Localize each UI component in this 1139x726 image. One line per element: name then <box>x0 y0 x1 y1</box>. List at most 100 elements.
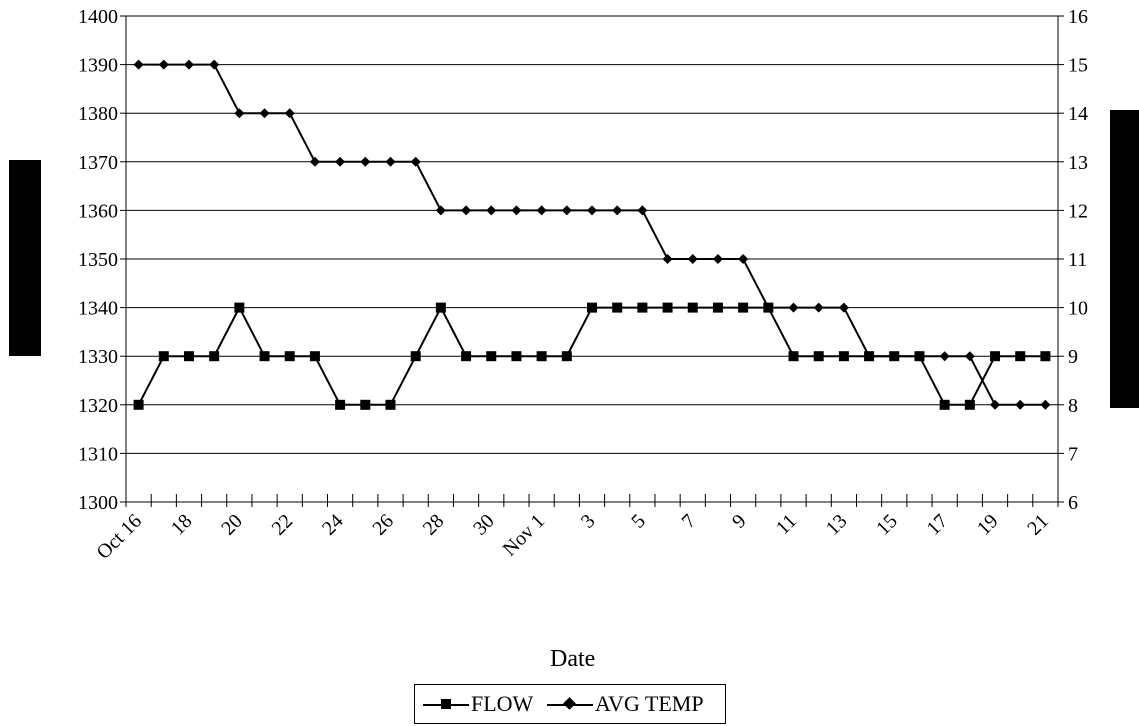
data-point-avg-temp <box>385 156 396 167</box>
data-point-avg-temp <box>889 351 900 362</box>
data-point-flow <box>813 351 824 362</box>
x-tick-label: 7 <box>678 510 701 533</box>
data-point-avg-temp <box>435 205 446 216</box>
data-point-flow <box>309 351 320 362</box>
data-point-flow <box>587 302 597 313</box>
data-point-avg-temp <box>133 59 144 70</box>
x-tick-label: 26 <box>368 510 398 540</box>
data-point-flow <box>234 302 245 313</box>
data-point-avg-temp <box>209 59 220 70</box>
y-right-tick-label: 12 <box>1068 200 1088 222</box>
data-point-flow <box>939 399 950 410</box>
data-point-avg-temp <box>687 254 698 264</box>
redacted-right-axis-label <box>1110 110 1139 408</box>
data-point-flow <box>461 351 472 362</box>
data-point-avg-temp <box>712 254 723 264</box>
data-point-flow <box>360 399 371 410</box>
redacted-left-axis-label <box>9 160 41 356</box>
x-tick-label: 21 <box>1023 510 1053 540</box>
data-point-flow <box>612 302 623 313</box>
data-point-flow <box>712 302 723 313</box>
y-left-tick-label: 1340 <box>78 298 118 320</box>
data-point-avg-temp <box>461 205 472 216</box>
axes <box>120 15 1064 507</box>
x-tick-label: Nov 1 <box>499 510 550 561</box>
x-tick-label: Oct 16 <box>92 510 146 564</box>
x-tick-label: 3 <box>577 510 600 533</box>
data-point-avg-temp <box>183 59 194 70</box>
data-point-avg-temp <box>788 302 799 313</box>
y-left-tick-label: 1400 <box>78 6 118 28</box>
legend-item-flow: FLOW <box>421 685 533 723</box>
x-tick-label: 24 <box>318 510 348 540</box>
y-left-tick-label: 1330 <box>78 346 118 368</box>
data-point-avg-temp <box>536 205 547 216</box>
y-left-tick-label: 1390 <box>78 55 118 77</box>
legend-label-flow: FLOW <box>471 691 534 716</box>
grid-lines <box>126 64 1058 454</box>
data-point-avg-temp <box>1015 399 1026 410</box>
data-point-avg-temp <box>158 59 169 70</box>
data-point-flow <box>158 351 169 362</box>
y-right-tick-label: 14 <box>1068 103 1088 125</box>
legend-item-avg-temp: AVG TEMP <box>545 685 704 723</box>
data-point-avg-temp <box>813 302 824 313</box>
flow-legend-marker-icon <box>421 685 471 723</box>
data-point-flow <box>964 399 975 410</box>
x-tick-label: 28 <box>419 510 449 540</box>
data-point-avg-temp <box>309 156 320 167</box>
data-point-avg-temp <box>360 156 371 167</box>
legend: FLOW AVG TEMP <box>414 684 726 724</box>
data-point-flow <box>133 399 144 410</box>
data-point-avg-temp <box>662 254 673 264</box>
tick-labels: 1300131013201330134013501360137013801390… <box>78 6 1088 564</box>
y-right-tick-label: 10 <box>1068 298 1088 320</box>
y-left-tick-label: 1370 <box>78 152 118 174</box>
y-left-tick-label: 1310 <box>78 443 118 465</box>
data-point-flow <box>1015 351 1026 362</box>
y-right-tick-label: 11 <box>1068 249 1087 271</box>
data-point-flow <box>435 302 446 313</box>
data-point-avg-temp <box>486 205 497 216</box>
data-point-avg-temp <box>612 205 623 216</box>
data-point-avg-temp <box>964 351 975 362</box>
avg-temp-legend-marker-icon <box>545 685 595 723</box>
data-point-avg-temp <box>914 351 925 362</box>
data-point-flow <box>687 302 698 313</box>
x-tick-label: 9 <box>728 510 751 533</box>
data-point-avg-temp <box>637 205 648 216</box>
data-point-avg-temp <box>990 399 1001 410</box>
x-tick-label: 19 <box>973 510 1003 540</box>
data-point-avg-temp <box>561 205 572 216</box>
data-point-flow <box>662 302 673 313</box>
data-point-avg-temp <box>511 205 522 216</box>
y-right-tick-label: 7 <box>1068 443 1078 465</box>
x-tick-label: 11 <box>772 510 801 539</box>
y-left-tick-label: 1300 <box>78 492 118 514</box>
series-line-avg-temp <box>138 63 1046 406</box>
y-right-tick-label: 15 <box>1068 55 1088 77</box>
data-point-flow <box>738 302 749 313</box>
x-tick-label: 18 <box>167 510 197 540</box>
data-point-avg-temp <box>587 205 597 216</box>
data-point-flow <box>284 351 295 362</box>
data-point-avg-temp <box>763 302 774 313</box>
data-point-flow <box>183 351 194 362</box>
data-point-avg-temp <box>738 254 749 264</box>
x-tick-label: 20 <box>217 510 247 540</box>
y-right-tick-label: 8 <box>1068 395 1078 417</box>
y-left-tick-label: 1380 <box>78 103 118 125</box>
x-tick-label: 17 <box>922 510 952 540</box>
data-point-avg-temp <box>838 302 849 313</box>
x-tick-label: 5 <box>627 510 650 533</box>
data-point-flow <box>1040 351 1051 362</box>
x-tick-label: 22 <box>268 510 298 540</box>
y-left-tick-label: 1350 <box>78 249 118 271</box>
data-point-flow <box>788 351 799 362</box>
data-point-avg-temp <box>410 156 421 167</box>
x-tick-label: 13 <box>822 510 852 540</box>
legend-label-avg-temp: AVG TEMP <box>595 691 704 716</box>
data-point-flow <box>990 351 1001 362</box>
data-point-avg-temp <box>939 351 950 362</box>
data-point-flow <box>209 351 220 362</box>
